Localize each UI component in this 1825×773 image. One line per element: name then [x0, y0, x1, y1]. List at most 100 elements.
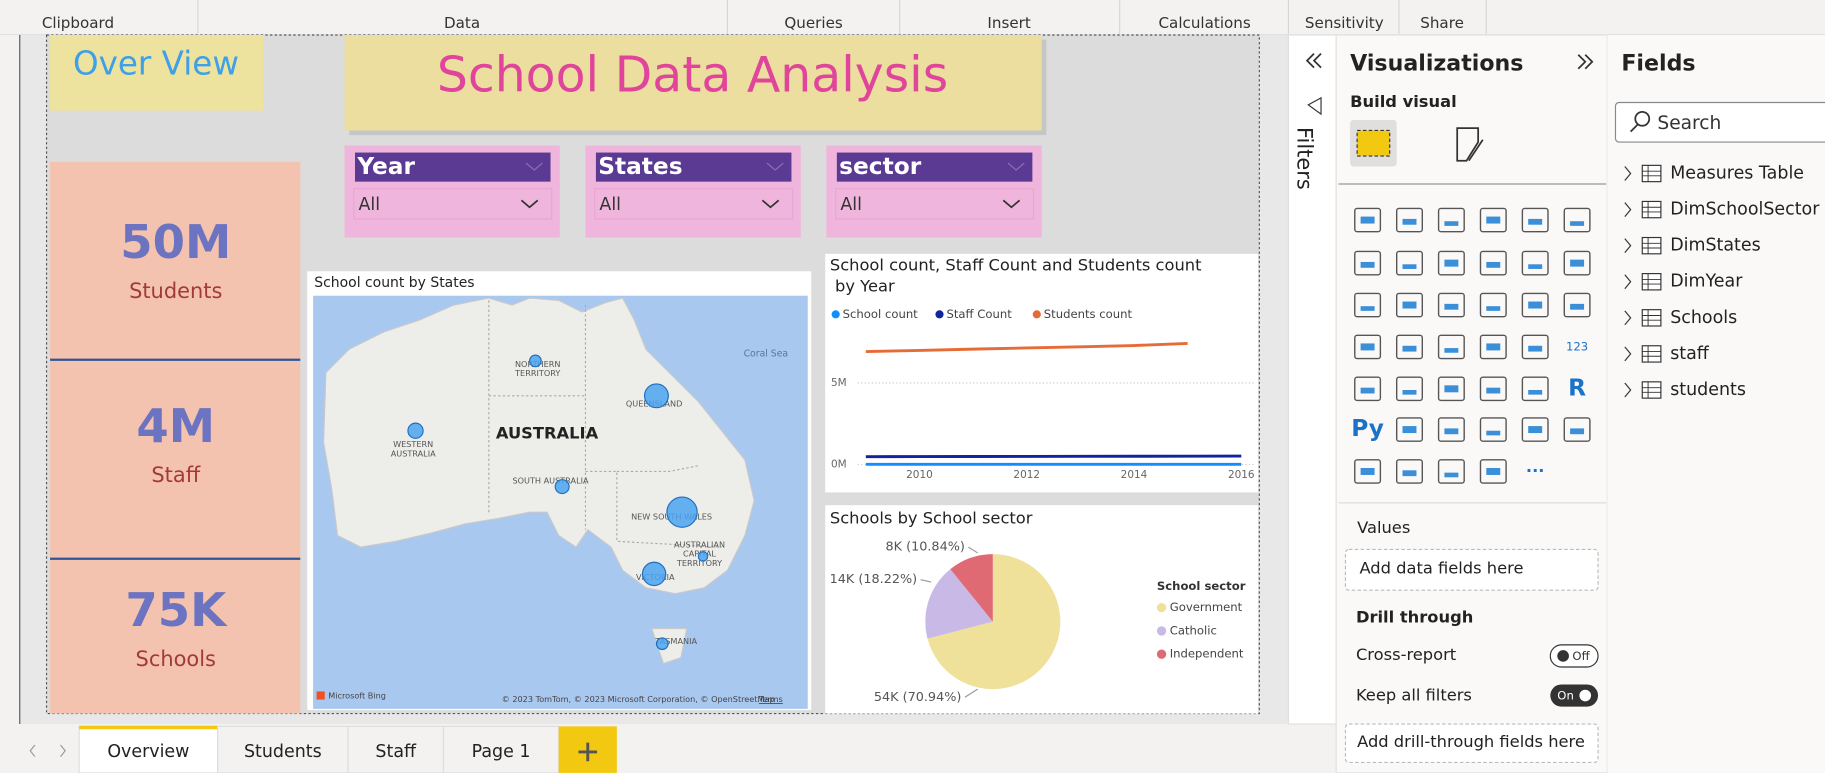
viz-icon[interactable] [1479, 334, 1507, 360]
viz-icon[interactable] [1479, 250, 1507, 276]
tab-nav-arrows[interactable] [29, 744, 66, 757]
page-tab-label[interactable]: Overview [107, 742, 189, 762]
viz-icon[interactable] [1354, 207, 1382, 233]
viz-icon[interactable] [1521, 250, 1549, 276]
table-icon [1641, 200, 1662, 219]
viz-icon[interactable] [1521, 207, 1549, 233]
expand-chevron[interactable] [1624, 382, 1632, 398]
viz-icon[interactable] [1563, 417, 1591, 442]
viz-icon[interactable] [1479, 417, 1507, 442]
filters-pane [1287, 34, 1337, 725]
ribbon-group[interactable]: Sensitivity [1305, 14, 1384, 32]
collapse-icon[interactable] [1305, 53, 1322, 69]
viz-icon-text[interactable]: Py [1351, 415, 1384, 442]
viz-icon[interactable] [1395, 459, 1423, 484]
slicer-value[interactable]: All [358, 195, 380, 215]
add-page-icon[interactable] [578, 742, 598, 762]
expand-chevron[interactable] [1624, 202, 1632, 217]
viz-icon[interactable] [1521, 292, 1549, 318]
expand-chevron[interactable] [1624, 166, 1632, 181]
viz-icon-frame [1437, 376, 1465, 402]
ribbon-group[interactable]: Clipboard [42, 14, 114, 32]
pie-slice [927, 554, 1061, 690]
viz-icon[interactable] [1479, 292, 1507, 318]
viz-icon-frame [1437, 292, 1465, 318]
viz-icon[interactable] [1521, 376, 1549, 402]
expand-icon[interactable] [1577, 54, 1594, 70]
legend-label[interactable]: Students count [1044, 307, 1133, 321]
ribbon-group[interactable]: Insert [987, 14, 1030, 32]
viz-icon[interactable] [1479, 207, 1507, 233]
viz-icon-frame [1521, 376, 1549, 402]
viz-icon-frame [1437, 417, 1465, 442]
field-table[interactable]: DimYear [1670, 272, 1743, 292]
viz-icon-text[interactable]: R [1568, 374, 1586, 401]
viz-icon[interactable] [1563, 250, 1591, 276]
viz-icon[interactable] [1395, 417, 1423, 442]
viz-icon[interactable] [1354, 334, 1382, 360]
expand-chevron[interactable] [1624, 346, 1632, 362]
table-icon [1641, 236, 1662, 255]
viz-icon[interactable] [1437, 376, 1465, 402]
viz-icon[interactable] [1437, 207, 1465, 233]
expand-chevron[interactable] [1624, 238, 1632, 254]
viz-icon[interactable] [1437, 417, 1465, 442]
values-placeholder[interactable]: Add data fields here [1359, 559, 1523, 578]
viz-icon[interactable] [1563, 292, 1591, 318]
viz-icon-text[interactable]: ··· [1526, 461, 1545, 480]
viz-icon[interactable] [1563, 207, 1591, 233]
viz-icon[interactable] [1395, 250, 1423, 276]
pie-slice [925, 569, 993, 639]
viz-icon-accent [1444, 348, 1459, 353]
viz-icon[interactable] [1354, 292, 1382, 318]
viz-icon[interactable] [1395, 376, 1423, 402]
viz-icon[interactable] [1479, 376, 1507, 402]
ribbon-group[interactable]: Queries [784, 14, 843, 32]
field-table[interactable]: students [1670, 380, 1746, 400]
page-tab-label[interactable]: Staff [375, 742, 417, 762]
viz-icon[interactable] [1437, 250, 1465, 276]
search-icon-handle [1630, 124, 1639, 133]
page-tab-label[interactable]: Students [244, 742, 322, 762]
viz-icon[interactable] [1479, 459, 1507, 484]
pie-legend-title: School sector [1157, 579, 1246, 593]
slicer-chevron [1007, 162, 1025, 171]
viz-icon[interactable] [1437, 459, 1465, 484]
legend-label[interactable]: Staff Count [946, 307, 1012, 321]
ribbon-group[interactable]: Share [1420, 14, 1464, 32]
legend-label[interactable]: Independent [1170, 647, 1244, 661]
viz-icon[interactable] [1521, 334, 1549, 360]
table-icon [1641, 309, 1662, 327]
legend-label[interactable]: Catholic [1170, 623, 1217, 637]
viz-icon[interactable] [1354, 250, 1382, 276]
field-table[interactable]: DimSchoolSector [1670, 200, 1820, 220]
page-tab-label[interactable]: Page 1 [472, 742, 531, 762]
slicer-value[interactable]: All [599, 195, 621, 215]
card-value: 4M [136, 399, 215, 453]
expand-chevron[interactable] [1624, 274, 1632, 290]
filters-title[interactable]: Filters [1293, 127, 1317, 190]
viz-icon[interactable] [1395, 292, 1423, 318]
viz-icon[interactable] [1395, 334, 1423, 360]
viz-icon[interactable] [1437, 292, 1465, 318]
format-visual-icon[interactable] [1456, 127, 1484, 162]
legend-label[interactable]: School count [843, 307, 919, 321]
cross-report-state: Off [1572, 649, 1590, 663]
expand-chevron[interactable] [1624, 310, 1632, 326]
field-table[interactable]: Schools [1670, 308, 1737, 328]
viz-icon[interactable] [1437, 334, 1465, 360]
ribbon-group[interactable]: Data [444, 14, 480, 32]
field-table[interactable]: DimStates [1670, 236, 1761, 256]
legend-label[interactable]: Government [1170, 600, 1243, 614]
slicer-value[interactable]: All [840, 195, 862, 215]
viz-icon[interactable] [1354, 376, 1382, 402]
viz-icon[interactable] [1395, 207, 1423, 233]
viz-icon-accent [1528, 301, 1543, 309]
viz-icon[interactable] [1354, 459, 1382, 484]
field-table[interactable]: Measures Table [1670, 164, 1804, 184]
ribbon-group[interactable]: Calculations [1159, 14, 1251, 32]
drill-placeholder[interactable]: Add drill-through fields here [1357, 732, 1585, 751]
viz-icon[interactable] [1521, 417, 1549, 442]
field-table[interactable]: staff [1670, 344, 1710, 364]
viz-icon-text[interactable]: 123 [1566, 339, 1588, 353]
